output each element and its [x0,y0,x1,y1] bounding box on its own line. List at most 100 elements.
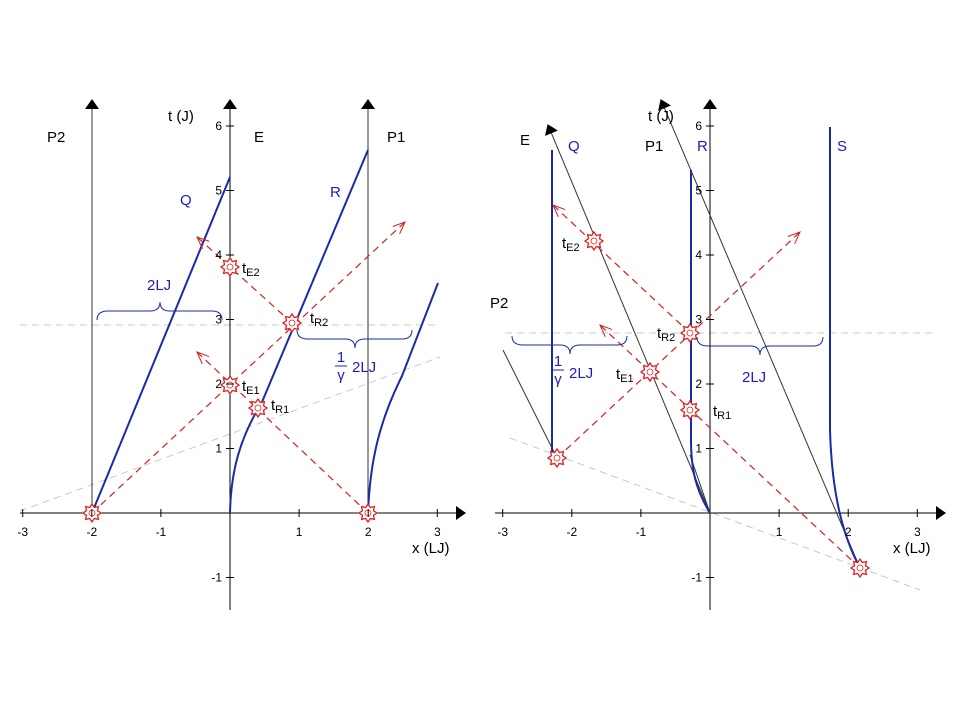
t-tick-label: 4 [695,248,702,262]
event-label-main: t [310,310,315,327]
event-label: tR1 [713,403,731,422]
t-tick-label: -1 [211,571,222,585]
distance-label: 2LJ [352,359,376,376]
brace [296,329,413,349]
t-tick-label: 5 [695,184,702,198]
x-tick-label: -2 [566,525,577,539]
event-label: tR1 [271,397,289,416]
simultaneity-line [509,437,921,591]
event [220,257,240,277]
event-label: tR2 [657,325,675,344]
event-label-sub: E2 [566,242,579,254]
event [640,362,660,382]
fraction-num: 1 [337,349,345,366]
event-label-main: t [562,235,567,252]
event-label-sub: E2 [246,267,259,279]
x-tick-label: 3 [914,525,921,539]
x-tick-label: 1 [296,525,303,539]
worldline-label: Q [180,192,192,209]
t-tick-label: 6 [215,119,222,133]
fraction-den: γ [554,371,562,388]
t-tick-label: 2 [695,377,702,391]
worldline-label: R [697,138,708,155]
event-label-sub: E1 [246,385,259,397]
event-label: tE2 [242,260,260,279]
event-label: tE1 [616,366,634,385]
x-tick-label: -3 [497,525,508,539]
simultaneity-line [19,356,441,512]
event-label-sub: R2 [661,332,675,344]
x-tick-label: 2 [365,525,372,539]
event [220,375,240,395]
worldline-e [545,124,711,514]
fraction-num: 1 [554,353,562,370]
event [547,448,567,468]
event-label-sub: R1 [717,410,731,422]
x-tick-label: -3 [17,525,28,539]
event-label: tE2 [562,235,580,254]
event-label: tR2 [310,310,328,329]
worldline-label: P1 [387,129,405,146]
event-label-main: t [616,366,621,383]
light-ray [197,237,293,324]
brace [96,301,223,321]
worldline-label: P2 [47,129,65,146]
worldline-r [229,149,369,514]
x-axis-label: x (LJ) [412,540,450,557]
t-tick-label: 1 [215,442,222,456]
t-tick-label: 6 [695,119,702,133]
x-tick-label: -2 [86,525,97,539]
event [680,400,700,420]
brace [696,336,824,356]
t-tick-label: 5 [215,184,222,198]
brace [511,335,628,355]
event [248,398,268,418]
t-tick-label: 3 [695,313,702,327]
event [680,323,700,343]
t-tick-label: 2 [215,377,222,391]
worldline-p2 [502,349,558,459]
t-tick-label: 3 [215,313,222,327]
t-tick-label: 1 [695,442,702,456]
event-label-sub: R1 [275,404,289,416]
worldline-label: S [837,138,847,155]
t-tick-label: -1 [691,571,702,585]
worldline-label: E [520,132,530,149]
x-tick-label: -1 [636,525,647,539]
distance-label: 2LJ [147,277,171,294]
x-tick-label: 1 [776,525,783,539]
t-axis-label: t (J) [168,108,194,125]
x-tick-label: 2 [845,525,852,539]
right-diagram: x (LJ) t (J) E Q P1 R S P2 tE2 tR2 tE1 t… [490,99,946,610]
distance-label: 2LJ [569,365,593,382]
fraction-den: γ [337,367,345,384]
worldline-label: R [330,184,341,201]
event-label-sub: E1 [620,373,633,385]
event-label-sub: R2 [314,317,328,329]
worldline-curve [367,282,439,514]
distance-label: 2LJ [742,369,766,386]
event-label-main: t [242,260,247,277]
worldline-label: Q [568,138,580,155]
worldline-s [829,127,861,569]
event [584,231,604,251]
event [850,558,870,578]
worldline-q [91,176,231,514]
t-tick-label: 4 [215,248,222,262]
event-label-main: t [713,403,718,420]
event-label-main: t [657,325,662,342]
t-axis-label: t (J) [648,108,674,125]
event [282,313,302,333]
light-ray [556,232,800,459]
left-diagram: x (LJ) t (J) P2 E P1 Q R tE2 tE1 tR2 tR1… [17,99,466,610]
light-ray [553,205,691,334]
x-axis-label: x (LJ) [893,540,931,557]
worldline-p1 [658,99,861,569]
worldline-r [690,170,711,514]
x-tick-label: 3 [434,525,441,539]
worldline-label: P1 [645,138,663,155]
event-label-main: t [271,397,276,414]
worldline-label: P2 [490,295,508,312]
event-label: tE1 [242,378,260,397]
